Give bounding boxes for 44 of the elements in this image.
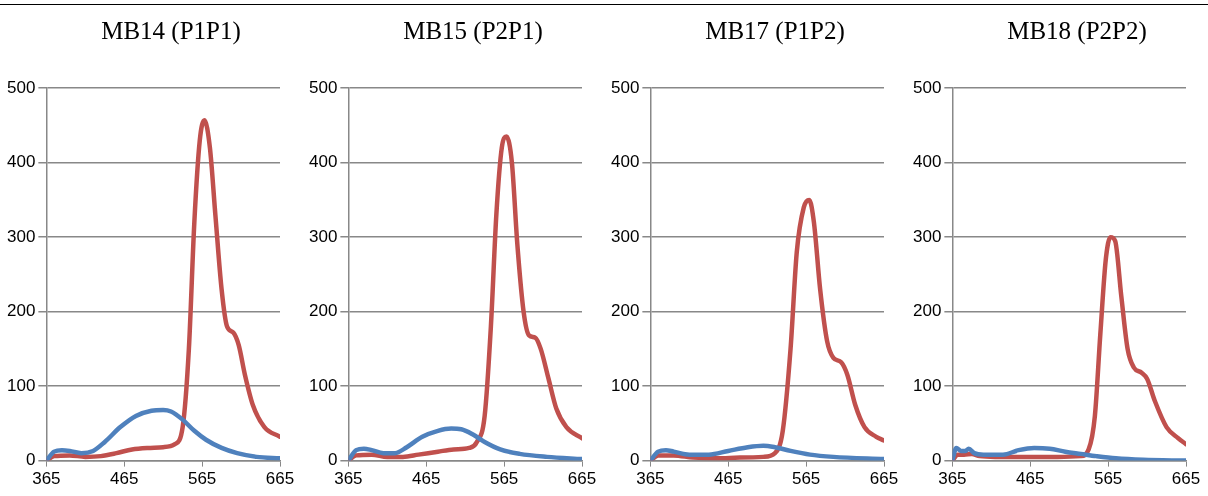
chart-title: MB17 (P1P2) <box>704 17 846 45</box>
y-tick-label: 200 <box>912 301 942 321</box>
y-tick-label: 500 <box>6 77 36 97</box>
y-tick-label: 100 <box>912 375 942 395</box>
x-tick-label: 565 <box>791 469 821 489</box>
x-tick-label: 565 <box>1093 469 1123 489</box>
y-tick-label: 500 <box>610 77 640 97</box>
y-tick-label: 0 <box>25 450 36 470</box>
x-tick-label: 565 <box>187 469 217 489</box>
y-tick-label: 300 <box>6 226 36 246</box>
x-tick-label: 365 <box>334 469 363 489</box>
y-tick-label: 0 <box>629 450 640 470</box>
x-tick-label: 465 <box>110 469 139 489</box>
y-tick-label: 0 <box>931 450 942 470</box>
x-tick-label: 565 <box>489 469 519 489</box>
y-tick-label: 200 <box>6 301 36 321</box>
x-tick-label: 365 <box>938 469 967 489</box>
y-tick-label: 100 <box>308 375 338 395</box>
x-tick-label: 365 <box>636 469 665 489</box>
y-tick-label: 200 <box>308 301 338 321</box>
y-tick-label: 500 <box>912 77 942 97</box>
chart-title: MB14 (P1P1) <box>100 17 242 45</box>
y-tick-label: 400 <box>912 152 942 172</box>
y-tick-label: 300 <box>308 226 338 246</box>
x-tick-label: 365 <box>32 469 61 489</box>
y-tick-label: 500 <box>308 77 338 97</box>
y-tick-label: 200 <box>610 301 640 321</box>
y-tick-label: 300 <box>912 226 942 246</box>
y-tick-label: 400 <box>308 152 338 172</box>
y-tick-label: 100 <box>610 375 640 395</box>
chart-title: MB15 (P2P1) <box>402 17 544 45</box>
x-tick-label: 665 <box>869 469 899 489</box>
y-tick-label: 300 <box>610 226 640 246</box>
x-tick-label: 665 <box>1171 469 1201 489</box>
x-tick-label: 465 <box>714 469 743 489</box>
chart-title: MB18 (P2P2) <box>1006 17 1148 45</box>
x-tick-label: 465 <box>1016 469 1045 489</box>
x-tick-label: 665 <box>567 469 597 489</box>
y-tick-label: 400 <box>610 152 640 172</box>
y-tick-label: 100 <box>6 375 36 395</box>
y-tick-label: 0 <box>327 450 338 470</box>
x-tick-label: 665 <box>265 469 295 489</box>
x-tick-label: 465 <box>412 469 441 489</box>
y-tick-label: 400 <box>6 152 36 172</box>
